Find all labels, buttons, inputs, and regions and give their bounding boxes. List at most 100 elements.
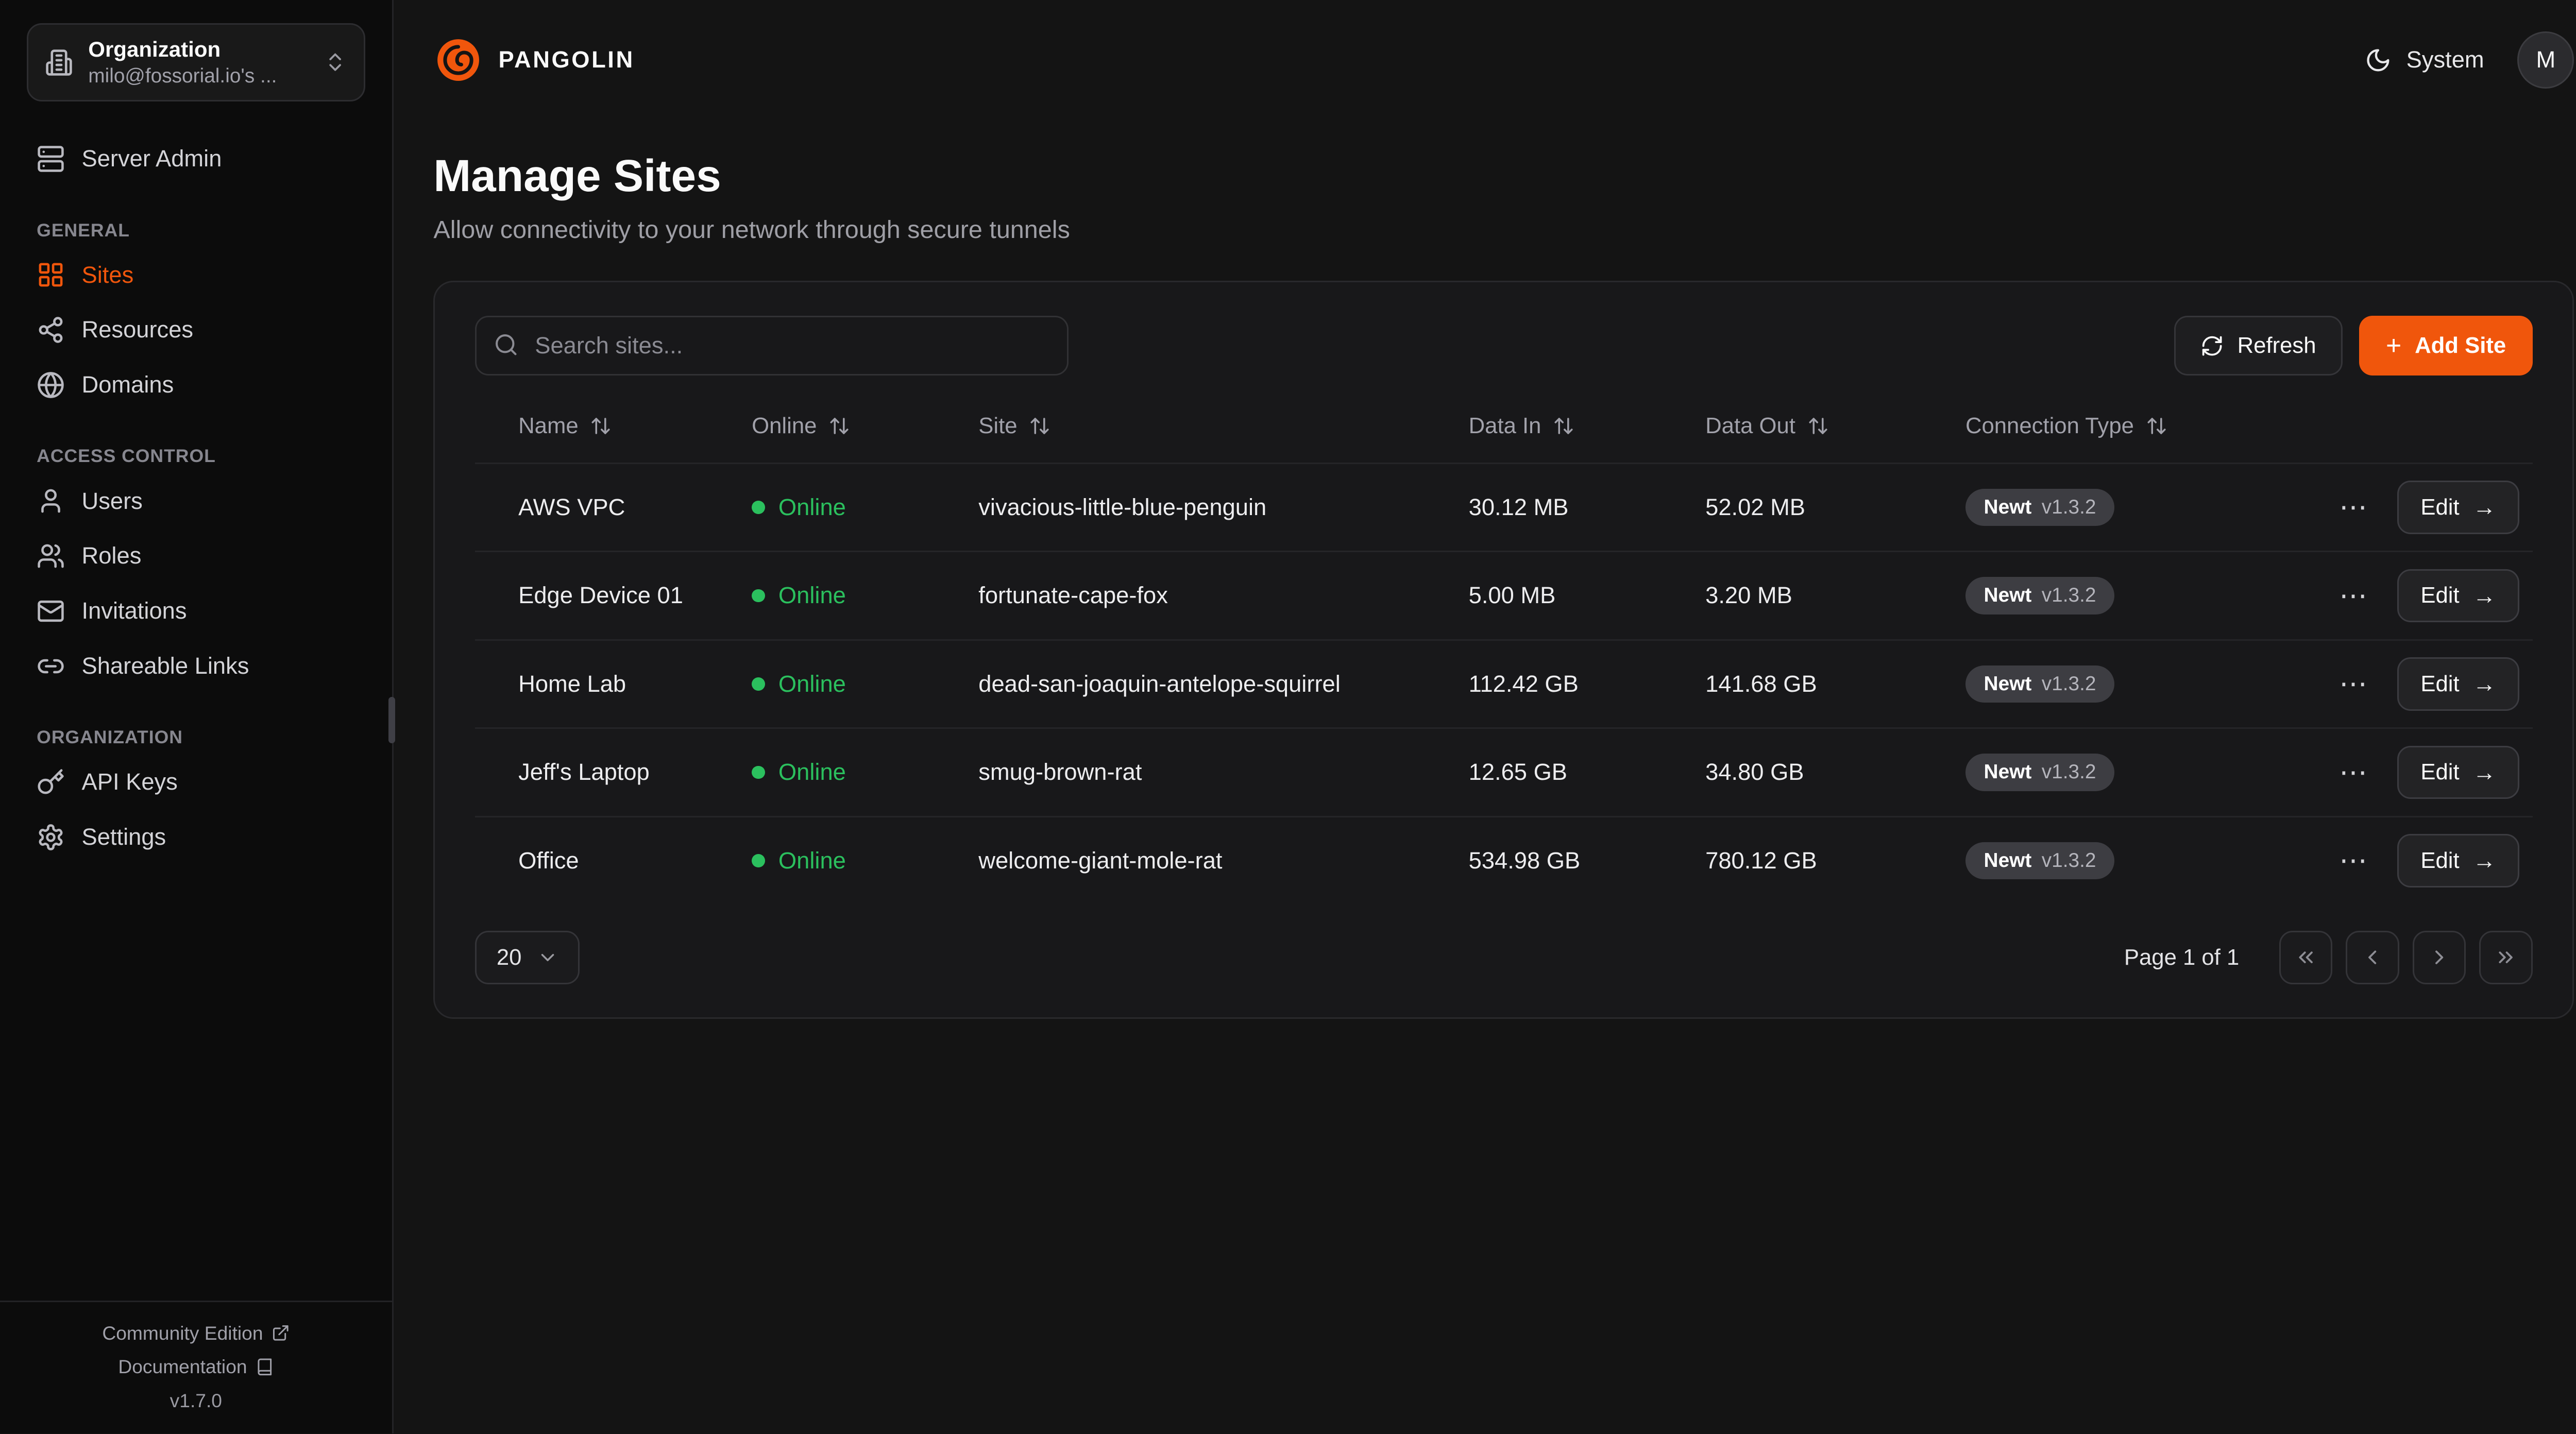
edit-label: Edit: [2420, 583, 2460, 608]
edit-button[interactable]: Edit →: [2397, 657, 2519, 711]
site-name-cell: Edge Device 01: [518, 582, 683, 609]
theme-toggle[interactable]: System: [2365, 46, 2484, 73]
add-site-button[interactable]: + Add Site: [2359, 316, 2533, 376]
pager-buttons: [2279, 931, 2533, 984]
edit-button[interactable]: Edit →: [2397, 481, 2519, 534]
data-out-cell: 52.02 MB: [1705, 493, 1806, 520]
column-header-site[interactable]: Site: [978, 413, 1468, 439]
org-selector-subtitle: milo@fossorial.io's ...: [88, 64, 277, 87]
column-header-online[interactable]: Online: [752, 413, 978, 439]
connection-type-cell: Newt v1.3.2: [1965, 665, 2341, 703]
row-menu-button[interactable]: ⋯: [2336, 667, 2371, 702]
sidebar-item-sites[interactable]: Sites: [27, 248, 365, 303]
book-icon: [258, 1358, 272, 1376]
sidebar-item-domains[interactable]: Domains: [27, 357, 365, 413]
refresh-label: Refresh: [2237, 333, 2316, 358]
row-actions: ⋯ Edit →: [2339, 481, 2519, 534]
sidebar-resize-handle[interactable]: [388, 696, 396, 744]
sidebar-item-settings[interactable]: Settings: [27, 810, 365, 865]
sidebar-item-label: API Keys: [81, 769, 178, 795]
edit-label: Edit: [2420, 759, 2460, 785]
refresh-icon: [2202, 336, 2222, 356]
sidebar-item-label: Users: [81, 487, 143, 514]
sort-icon: [1030, 417, 1049, 434]
org-selector-text: Organization milo@fossorial.io's ...: [88, 37, 309, 88]
sites-grid-icon: [37, 261, 65, 289]
column-header-data-out[interactable]: Data Out: [1705, 413, 1965, 439]
connection-badge: Newt v1.3.2: [1965, 842, 2115, 880]
sidebar-footer: Community Edition Documentation v1.7.0: [0, 1300, 392, 1433]
sidebar-item-users[interactable]: Users: [27, 473, 365, 528]
connection-version: v1.3.2: [2041, 584, 2096, 607]
main-content: PANGOLIN System M Manage Sites Allow con…: [394, 0, 2576, 1433]
column-header-connection-type[interactable]: Connection Type: [1965, 413, 2341, 439]
sidebar-item-roles[interactable]: Roles: [27, 528, 365, 584]
site-name-cell: Home Lab: [518, 670, 626, 697]
refresh-button[interactable]: Refresh: [2174, 316, 2343, 376]
data-out-cell: 3.20 MB: [1705, 582, 1792, 609]
documentation-link[interactable]: Documentation: [118, 1356, 274, 1378]
table-body: AWS VPC Online vivacious-little-blue-pen…: [475, 462, 2533, 904]
table-row: Edge Device 01 Online fortunate-cape-fox…: [475, 551, 2533, 639]
chevrons-up-down-icon: [324, 50, 347, 74]
sites-panel: Refresh + Add Site Name Online: [433, 281, 2574, 1019]
last-page-button[interactable]: [2479, 931, 2533, 984]
edit-button[interactable]: Edit →: [2397, 569, 2519, 623]
table-row: AWS VPC Online vivacious-little-blue-pen…: [475, 462, 2533, 551]
connection-name: Newt: [1984, 496, 2032, 518]
connection-badge: Newt v1.3.2: [1965, 488, 2115, 526]
connection-version: v1.3.2: [2041, 672, 2096, 695]
sort-icon: [830, 417, 849, 434]
user-avatar[interactable]: M: [2517, 31, 2574, 89]
site-slug-cell: fortunate-cape-fox: [978, 582, 1168, 609]
connection-type-cell: Newt v1.3.2: [1965, 842, 2341, 880]
data-in-cell: 534.98 GB: [1468, 847, 1581, 874]
column-header-data-in[interactable]: Data In: [1469, 413, 1706, 439]
edit-label: Edit: [2420, 671, 2460, 696]
brand-name: PANGOLIN: [498, 46, 635, 73]
edit-button[interactable]: Edit →: [2397, 745, 2519, 799]
column-header-name[interactable]: Name: [518, 413, 752, 439]
organization-building-icon: [45, 48, 73, 77]
arrow-right-icon: →: [2472, 671, 2496, 697]
sidebar-item-invitations[interactable]: Invitations: [27, 584, 365, 639]
online-dot-icon: [752, 677, 766, 691]
site-name-cell: Jeff's Laptop: [518, 759, 650, 786]
sidebar-item-label: Shareable Links: [81, 652, 249, 679]
edit-button[interactable]: Edit →: [2397, 834, 2519, 887]
connection-name: Newt: [1984, 849, 2032, 872]
site-slug-cell: dead-san-joaquin-antelope-squirrel: [978, 670, 1341, 697]
sidebar-item-resources[interactable]: Resources: [27, 302, 365, 357]
row-menu-button[interactable]: ⋯: [2336, 843, 2371, 878]
sidebar-item-label: Settings: [81, 824, 166, 850]
link-icon: [37, 652, 65, 680]
column-label: Data Out: [1705, 413, 1795, 438]
row-menu-button[interactable]: ⋯: [2336, 490, 2371, 525]
page-size-select[interactable]: 20: [475, 931, 580, 984]
search-input[interactable]: [475, 316, 1069, 376]
org-selector[interactable]: Organization milo@fossorial.io's ...: [26, 23, 365, 101]
sidebar-item-shareable-links[interactable]: Shareable Links: [27, 639, 365, 694]
table-row: Jeff's Laptop Online smug-brown-rat 12.6…: [475, 727, 2533, 816]
sort-icon: [1554, 417, 1573, 434]
chevron-down-icon: [541, 953, 554, 961]
next-page-button[interactable]: [2412, 931, 2466, 984]
key-icon: [37, 768, 65, 796]
theme-label: System: [2406, 46, 2484, 73]
sidebar-item-label: Invitations: [81, 598, 187, 624]
table-header: Name Online Site Data In Data Out: [475, 389, 2533, 462]
table-row: Home Lab Online dead-san-joaquin-antelop…: [475, 639, 2533, 728]
prev-page-button[interactable]: [2346, 931, 2399, 984]
users-icon: [37, 542, 65, 570]
sidebar: Organization milo@fossorial.io's ... Ser…: [0, 0, 396, 1433]
arrow-right-icon: →: [2472, 582, 2496, 609]
row-menu-button[interactable]: ⋯: [2336, 578, 2371, 613]
data-in-cell: 30.12 MB: [1468, 493, 1569, 520]
community-edition-link[interactable]: Community Edition: [102, 1322, 290, 1344]
row-menu-button[interactable]: ⋯: [2336, 755, 2371, 790]
first-page-button[interactable]: [2279, 931, 2333, 984]
sidebar-item-api-keys[interactable]: API Keys: [27, 755, 365, 810]
toolbar-actions: Refresh + Add Site: [2174, 316, 2533, 376]
sidebar-item-server-admin[interactable]: Server Admin: [27, 131, 365, 186]
